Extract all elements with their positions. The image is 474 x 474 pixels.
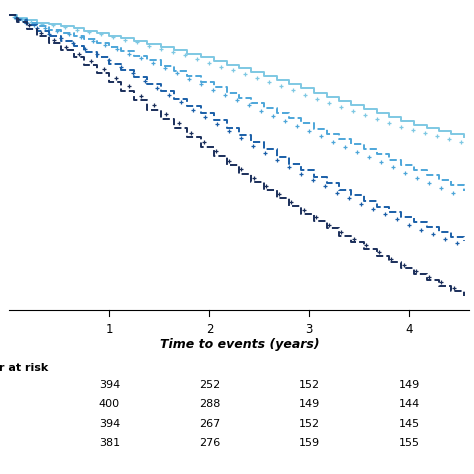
Text: 155: 155 — [399, 438, 420, 448]
Text: 144: 144 — [399, 399, 420, 410]
Text: 149: 149 — [399, 380, 420, 390]
Text: 394: 394 — [99, 380, 120, 390]
Text: 1: 1 — [106, 323, 113, 336]
Text: 267: 267 — [199, 419, 220, 428]
Text: 394: 394 — [99, 419, 120, 428]
Text: Time to events (years): Time to events (years) — [160, 337, 319, 351]
Text: 3: 3 — [306, 323, 313, 336]
Text: 400: 400 — [99, 399, 120, 410]
Text: 288: 288 — [199, 399, 220, 410]
Text: 145: 145 — [399, 419, 420, 428]
Text: 2: 2 — [206, 323, 213, 336]
Text: 159: 159 — [299, 438, 320, 448]
Text: 152: 152 — [299, 380, 320, 390]
Text: Number at risk: Number at risk — [0, 363, 48, 373]
Text: 149: 149 — [299, 399, 320, 410]
Text: 4: 4 — [406, 323, 413, 336]
Text: 381: 381 — [99, 438, 120, 448]
Text: 152: 152 — [299, 419, 320, 428]
Text: 252: 252 — [199, 380, 220, 390]
Text: 276: 276 — [199, 438, 220, 448]
